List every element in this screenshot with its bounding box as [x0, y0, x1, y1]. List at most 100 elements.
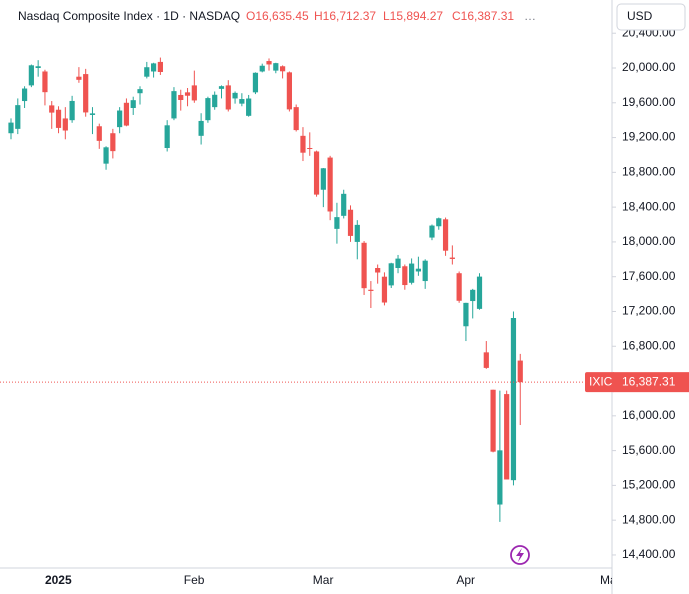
candle-body — [286, 72, 292, 110]
y-tick-label: 18,800.00 — [622, 165, 676, 179]
candle-body — [96, 126, 102, 141]
candle-body — [320, 168, 326, 190]
candle-body — [402, 266, 408, 286]
candle-body — [293, 107, 299, 131]
y-tick-label: 16,800.00 — [622, 338, 676, 352]
header-high: H16,712.37 — [314, 9, 376, 23]
candle-body — [463, 302, 469, 327]
candle-body — [69, 100, 75, 121]
candle-body — [55, 109, 62, 128]
candle-body — [280, 66, 286, 72]
header-more[interactable]: … — [524, 9, 536, 23]
last-price-label: 16,387.31 — [622, 374, 676, 388]
y-tick-label: 19,200.00 — [622, 130, 676, 144]
y-tick-label: 18,000.00 — [622, 234, 676, 248]
candle-body — [103, 147, 109, 164]
candle-body — [341, 193, 347, 216]
candle-body — [49, 105, 55, 113]
x-tick-label: Ma — [600, 573, 617, 587]
candle-body — [137, 89, 143, 94]
last-price-bg — [613, 372, 689, 393]
y-tick-label: 17,200.00 — [622, 304, 676, 318]
candle-body — [130, 100, 136, 108]
candle-body — [184, 92, 191, 96]
candle-body — [456, 273, 462, 301]
candle-body — [164, 125, 170, 148]
header-close: C16,387.31 — [452, 9, 514, 23]
candle-body — [259, 65, 265, 72]
candle-body — [83, 74, 89, 113]
last-price-symbol-bg — [585, 372, 615, 393]
candle-body — [232, 92, 238, 99]
candle-body — [436, 218, 442, 227]
candle-body — [150, 63, 157, 72]
candle-body — [15, 105, 21, 129]
candle-body — [476, 276, 483, 309]
candle-body — [205, 98, 211, 121]
candle-body — [483, 352, 489, 368]
candle-body — [327, 157, 333, 212]
y-tick-label: 14,400.00 — [622, 547, 676, 561]
price-axis — [612, 0, 689, 594]
candle-body — [117, 110, 123, 128]
candle-body — [89, 113, 96, 115]
candle-body — [28, 65, 34, 86]
candle-body — [42, 71, 48, 93]
header-open: O16,635.45 — [246, 9, 309, 23]
candle-body — [300, 135, 306, 153]
header-bg — [0, 5, 560, 29]
x-tick-label: Feb — [184, 573, 205, 587]
header-title: Nasdaq Composite Index · 1D · NASDAQ — [18, 9, 240, 23]
candle-body — [178, 94, 184, 100]
candle-body — [225, 85, 231, 110]
x-tick-label: Apr — [456, 573, 475, 587]
candle-body — [307, 148, 313, 149]
candle-body — [62, 118, 68, 131]
y-tick-label: 16,000.00 — [622, 408, 676, 422]
candle-body — [273, 63, 279, 71]
candle-body — [123, 102, 130, 126]
candle-body — [422, 260, 428, 282]
candle-body — [347, 209, 354, 236]
lightning-icon[interactable] — [510, 545, 530, 565]
candle-body — [21, 88, 28, 102]
candle-body — [212, 94, 218, 108]
y-tick-label: 20,000.00 — [622, 60, 676, 74]
header-low: L15,894.27 — [383, 9, 443, 23]
candle-body — [368, 289, 374, 291]
y-tick-label: 17,600.00 — [622, 269, 676, 283]
candle-body — [497, 450, 503, 505]
y-tick-label: 14,800.00 — [622, 512, 676, 526]
candle-body — [388, 263, 394, 286]
candle-body — [313, 151, 320, 195]
x-tick-label: 2025 — [45, 573, 72, 587]
x-axis: 2025 Feb Mar Apr Ma — [45, 573, 617, 587]
candle-body — [246, 98, 252, 116]
candle-body — [429, 225, 435, 238]
candle-body — [239, 99, 245, 104]
candle-body — [381, 276, 388, 303]
candle-body — [266, 61, 272, 65]
candle-body — [76, 76, 82, 80]
candle-body — [470, 289, 476, 302]
currency-label: USD — [627, 9, 653, 23]
candle-body — [191, 85, 197, 101]
last-price-badge: IXIC 16,387.31 — [585, 372, 689, 393]
currency-button[interactable] — [616, 3, 686, 31]
y-tick-label: 15,600.00 — [622, 443, 676, 457]
candle-body — [361, 242, 367, 289]
candle-body — [517, 360, 523, 383]
candle-body — [415, 268, 421, 272]
y-tick-label: 19,600.00 — [622, 95, 676, 109]
x-tick-label: Mar — [313, 573, 334, 587]
y-tick-label: 18,400.00 — [622, 199, 676, 213]
candle-body — [449, 257, 455, 259]
y-tick-label: 15,200.00 — [622, 478, 676, 492]
candle-body — [504, 394, 510, 480]
candle-body — [490, 389, 496, 452]
candle-body — [8, 122, 14, 134]
candle-body — [157, 61, 163, 72]
candle-body — [218, 86, 225, 89]
candle-body — [171, 91, 177, 119]
